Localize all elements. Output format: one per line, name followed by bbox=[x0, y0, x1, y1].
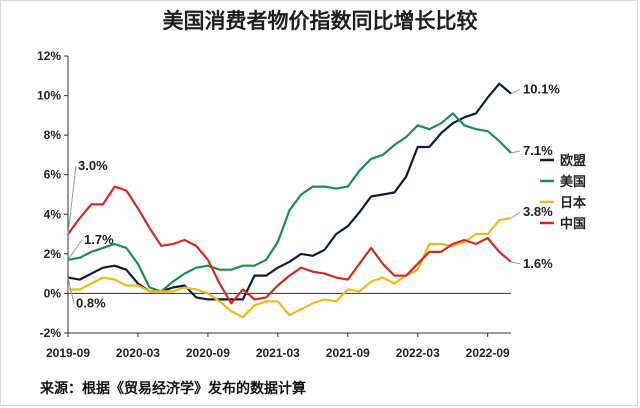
x-tick-label: 2022-09 bbox=[466, 346, 510, 360]
y-tick-label: 12% bbox=[37, 49, 61, 63]
y-tick-label: 10% bbox=[37, 89, 61, 103]
end-value-label: 7.1% bbox=[523, 143, 553, 158]
series-line-欧盟 bbox=[67, 82, 512, 301]
chart-title: 美国消费者物价指数同比增长比较 bbox=[162, 8, 478, 33]
source-note: 来源：根据《贸易经济学》发布的数据计算 bbox=[40, 381, 306, 397]
x-tick-label: 2022-03 bbox=[396, 346, 440, 360]
x-tick-label: 2021-09 bbox=[326, 346, 370, 360]
start-value-label: 1.7% bbox=[84, 232, 114, 247]
start-value-label: 3.0% bbox=[78, 158, 108, 173]
leader-line bbox=[510, 211, 521, 219]
y-tick-label: 2% bbox=[44, 247, 62, 261]
end-value-label: 3.8% bbox=[523, 204, 553, 219]
legend-label: 中国 bbox=[560, 216, 586, 232]
leader-line bbox=[510, 261, 521, 265]
leader-line bbox=[510, 89, 521, 95]
series-lines bbox=[67, 82, 512, 319]
x-tick-label: 2020-03 bbox=[116, 346, 160, 360]
leader-line bbox=[510, 150, 521, 154]
leader-line bbox=[67, 166, 77, 235]
x-tick-label: 2021-03 bbox=[256, 346, 300, 360]
series-line-美国 bbox=[67, 112, 512, 293]
y-tick-label: 8% bbox=[44, 128, 62, 142]
end-value-label: 10.1% bbox=[523, 82, 560, 97]
end-value-label: 1.6% bbox=[523, 256, 553, 271]
y-tick-label: 6% bbox=[44, 168, 62, 182]
legend-label: 日本 bbox=[560, 195, 586, 211]
legend-label: 欧盟 bbox=[560, 153, 586, 169]
y-tick-label: -2% bbox=[40, 326, 62, 340]
series-line-日本 bbox=[68, 217, 512, 319]
series-line-中国 bbox=[67, 185, 512, 305]
y-tick-label: 0% bbox=[44, 286, 62, 300]
data-labels: 10.1% 0.8% 7.1% 1.7% 3.8% 1.6% 3.0% bbox=[67, 82, 560, 311]
leader-line bbox=[67, 239, 83, 261]
start-value-label: 0.8% bbox=[76, 296, 106, 311]
x-tick-label: 2019-09 bbox=[46, 346, 90, 360]
axes: -2% 0% 2% 4% 6% 8% 10% 12% 2019-09 2020-03 2020-09… bbox=[37, 49, 511, 360]
y-tick-label: 4% bbox=[44, 207, 62, 221]
leader-line bbox=[67, 277, 75, 304]
x-tick-label: 2020-09 bbox=[186, 346, 230, 360]
legend-label: 美国 bbox=[560, 174, 586, 190]
